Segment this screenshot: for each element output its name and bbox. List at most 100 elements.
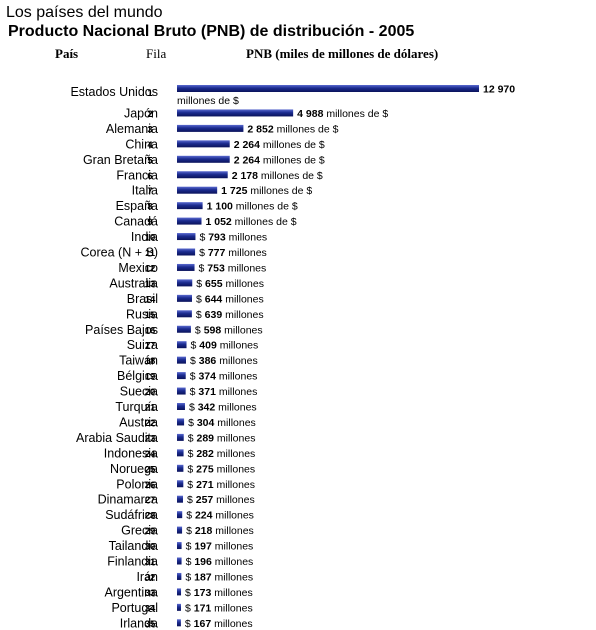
country-label: Portugal bbox=[111, 601, 158, 615]
rank-label: 11 bbox=[145, 248, 156, 259]
data-label-prefix: $ bbox=[190, 371, 199, 383]
data-label: $ 197 millones bbox=[186, 541, 254, 553]
country-label-text: Irán bbox=[136, 570, 158, 584]
bar bbox=[177, 372, 186, 380]
chart-title: Producto Nacional Bruto (PNB) de distrib… bbox=[8, 23, 415, 40]
data-label: $ 171 millones bbox=[185, 602, 253, 614]
data-label-suffix: millones bbox=[211, 618, 252, 630]
data-label-number: 282 bbox=[196, 448, 214, 460]
bar bbox=[177, 356, 186, 364]
rank-label-text: 34 bbox=[145, 603, 156, 614]
bar bbox=[177, 155, 230, 163]
country-label-text: Turquía bbox=[115, 400, 158, 414]
data-label: $ 224 millones bbox=[186, 510, 254, 522]
country-label: Austria bbox=[119, 415, 158, 429]
rank-label: 13 bbox=[145, 279, 156, 290]
rank-label: 21 bbox=[145, 403, 156, 414]
rank-label: 12 bbox=[145, 263, 156, 274]
bar bbox=[177, 310, 192, 318]
data-label-number: 2 852 bbox=[247, 123, 273, 135]
bar bbox=[177, 124, 244, 132]
bar bbox=[177, 588, 182, 596]
country-label: Finlandia bbox=[107, 555, 158, 569]
rank-label: 4 bbox=[147, 140, 153, 151]
rank-label: 33 bbox=[145, 588, 156, 599]
rank-label-text: 17 bbox=[145, 341, 156, 352]
data-label-suffix: millones bbox=[212, 525, 253, 537]
rank-label-text: 24 bbox=[145, 449, 156, 460]
data-label-suffix: millones de $ bbox=[260, 154, 325, 166]
country-label: Irán bbox=[136, 570, 158, 584]
data-label-suffix: millones bbox=[211, 602, 252, 614]
bar bbox=[177, 171, 228, 179]
bar bbox=[177, 263, 195, 271]
data-label-number: 167 bbox=[194, 618, 212, 630]
country-label: Rusia bbox=[126, 307, 158, 321]
rank-label: 32 bbox=[145, 572, 156, 583]
data-label: 2 178 millones de $ bbox=[232, 170, 323, 182]
data-label-number: 4 988 bbox=[297, 108, 323, 120]
data-label-number: 1 725 bbox=[221, 185, 247, 197]
rank-label-text: 28 bbox=[145, 511, 156, 522]
rank-label: 1 bbox=[147, 88, 153, 99]
data-label: $ 257 millones bbox=[187, 494, 255, 506]
rank-label: 14 bbox=[145, 294, 156, 305]
country-label-text: Estados Unidos bbox=[70, 85, 158, 99]
bar bbox=[177, 85, 479, 92]
data-label-number: 2 178 bbox=[232, 170, 258, 182]
data-label: $ 196 millones bbox=[186, 556, 254, 568]
bar bbox=[177, 140, 230, 148]
data-label: $ 289 millones bbox=[188, 432, 256, 444]
country-label-text: Argentina bbox=[104, 585, 158, 599]
rank-label-text: 11 bbox=[145, 248, 156, 259]
rank-label-text: 8 bbox=[147, 202, 152, 213]
bar bbox=[177, 294, 192, 302]
bar bbox=[177, 341, 187, 349]
data-label-prefix: $ bbox=[199, 262, 208, 274]
bar bbox=[177, 542, 182, 550]
rank-label-text: 7 bbox=[147, 186, 152, 197]
rank-label: 24 bbox=[145, 449, 156, 460]
rank-label-text: 4 bbox=[147, 140, 153, 151]
country-label-text: Portugal bbox=[111, 601, 158, 615]
country-label: Italia bbox=[132, 184, 158, 198]
data-label-suffix: millones bbox=[223, 278, 264, 290]
country-label-text: India bbox=[131, 230, 158, 244]
country-label: Francia bbox=[116, 168, 158, 182]
country-label-text: Australia bbox=[109, 276, 158, 290]
data-label: $ 777 millones bbox=[199, 247, 267, 259]
data-label-number: 409 bbox=[199, 340, 217, 352]
data-label-prefix: $ bbox=[185, 618, 194, 630]
data-label-suffix: millones bbox=[216, 355, 257, 367]
rank-label-text: 21 bbox=[145, 403, 156, 414]
country-label: Canadá bbox=[114, 215, 158, 229]
data-label-prefix: $ bbox=[185, 587, 194, 599]
data-label: $ 644 millones bbox=[196, 293, 264, 305]
country-label: España bbox=[116, 199, 158, 213]
country-label: Países Bajos bbox=[85, 323, 158, 337]
data-label-suffix: millones de $ bbox=[232, 216, 297, 228]
country-label: Japón bbox=[124, 106, 158, 120]
data-label-number: 342 bbox=[198, 402, 216, 414]
data-label-suffix: millones bbox=[225, 262, 266, 274]
data-label: 12 970 bbox=[483, 84, 515, 96]
rank-label-text: 9 bbox=[147, 217, 152, 228]
data-label-number: 374 bbox=[198, 371, 216, 383]
data-label: $ 187 millones bbox=[185, 571, 253, 583]
data-label-suffix: millones bbox=[214, 417, 255, 429]
data-label-number: 12 970 bbox=[483, 84, 515, 96]
country-label-text: Italia bbox=[132, 184, 158, 198]
country-label-text: Gran Bretaña bbox=[83, 153, 158, 167]
data-label-suffix: millones bbox=[211, 587, 252, 599]
country-label: Estados Unidos bbox=[70, 85, 158, 99]
data-label-prefix: $ bbox=[186, 541, 195, 553]
data-label: 1 725 millones de $ bbox=[221, 185, 312, 197]
rank-label: 7 bbox=[147, 186, 152, 197]
country-label-text: Canadá bbox=[114, 215, 158, 229]
rank-label-text: 15 bbox=[145, 310, 156, 321]
data-label-suffix: millones bbox=[222, 309, 263, 321]
data-label-prefix: $ bbox=[187, 479, 196, 491]
country-label: Gran Bretaña bbox=[83, 153, 158, 167]
rank-label-text: 30 bbox=[145, 542, 156, 553]
data-label-prefix: $ bbox=[186, 510, 195, 522]
